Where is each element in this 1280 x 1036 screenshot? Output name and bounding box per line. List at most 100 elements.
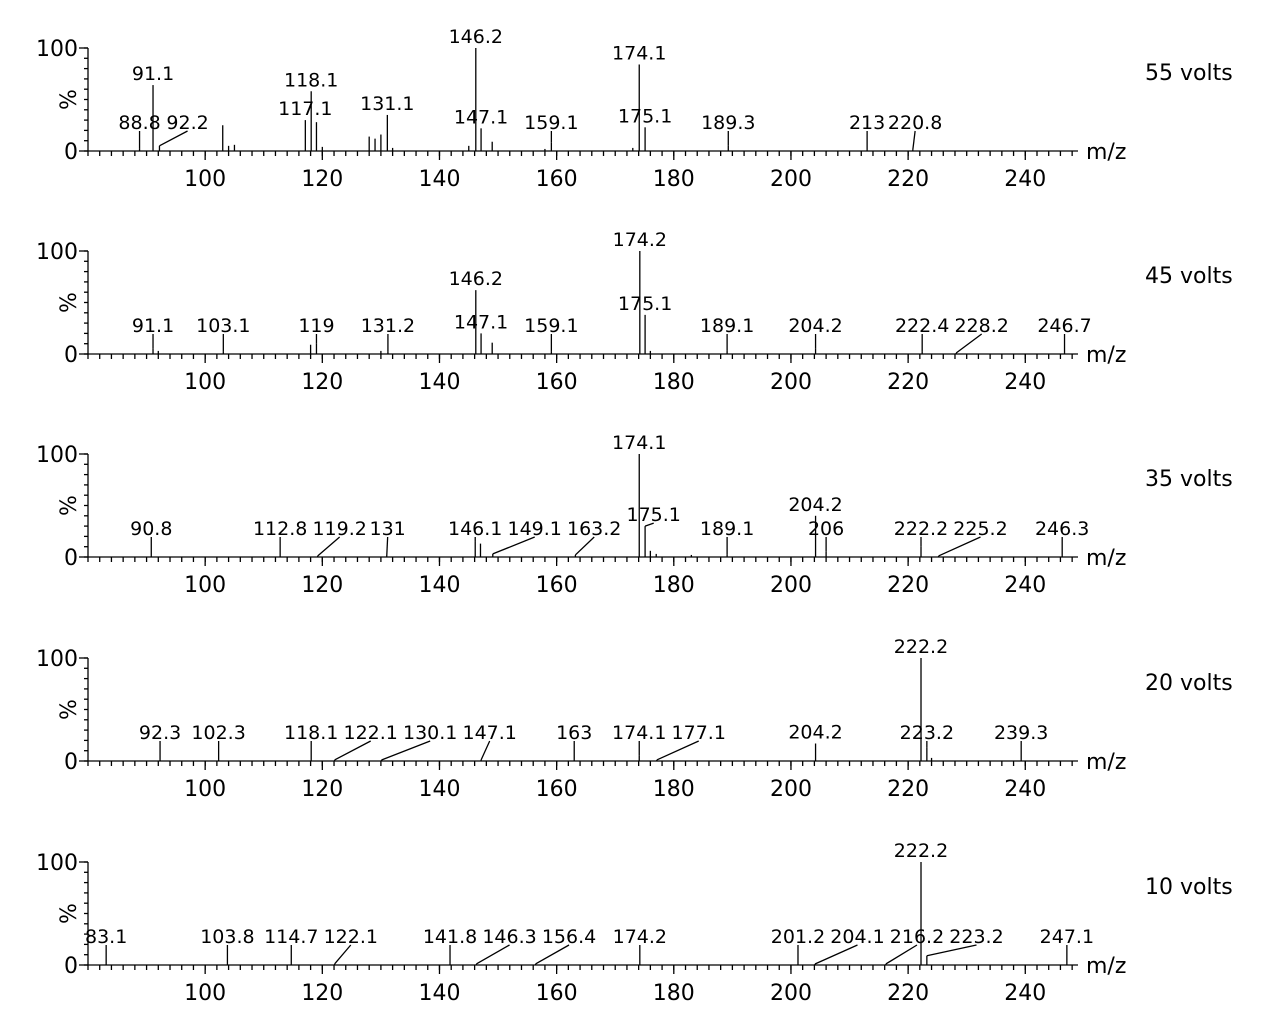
- peak-label: 174.1: [612, 42, 666, 64]
- leader-line: [480, 740, 491, 761]
- peak-label: 201.2: [771, 926, 825, 948]
- leader-line: [938, 536, 981, 557]
- peak-label: 239.3: [994, 722, 1048, 744]
- peak-label: 122.1: [324, 926, 378, 948]
- x-tick-label: 140: [418, 370, 460, 395]
- leader-line: [644, 522, 654, 527]
- x-tick-label: 180: [653, 573, 695, 598]
- y-axis-label: %: [57, 699, 82, 720]
- peak-label: 119: [298, 315, 334, 337]
- x-tick-label: 100: [184, 167, 226, 192]
- x-tick-label: 180: [653, 370, 695, 395]
- y-tick-label: 100: [36, 647, 78, 672]
- x-tick-label: 180: [653, 981, 695, 1006]
- peak-label: 130.1: [403, 722, 457, 744]
- peak-label: 117.1: [278, 98, 332, 120]
- peak-label: 247.1: [1040, 926, 1094, 948]
- x-tick-label: 120: [301, 777, 343, 802]
- x-tick-label: 220: [887, 370, 929, 395]
- peak-label: 90.8: [130, 518, 172, 540]
- peak-label: 131.1: [360, 93, 414, 115]
- y-tick-label: 0: [64, 140, 78, 165]
- peak-label: 220.8: [888, 112, 942, 134]
- peak-label: 204.2: [788, 721, 842, 743]
- leader-line: [334, 944, 352, 965]
- peak-label: 91.1: [132, 63, 174, 85]
- peak-label: 213: [849, 112, 885, 134]
- x-tick-label: 240: [1004, 981, 1046, 1006]
- voltage-label: 20 volts: [1145, 671, 1233, 696]
- peak-label: 119.2: [312, 518, 366, 540]
- x-tick-label: 140: [418, 167, 460, 192]
- peak-label: 146.2: [449, 26, 503, 48]
- voltage-label: 10 volts: [1145, 875, 1233, 900]
- y-tick-label: 0: [64, 750, 78, 775]
- peak-label: 88.8: [118, 112, 160, 134]
- peak-label: 222.4: [895, 315, 949, 337]
- leader-line: [381, 740, 431, 761]
- peak-label: 216.2: [890, 926, 944, 948]
- x-tick-label: 200: [770, 167, 812, 192]
- x-tick-label: 200: [770, 777, 812, 802]
- peak-label: 156.4: [542, 926, 596, 948]
- peak-label: 222.2: [894, 636, 948, 658]
- peak-label: 159.1: [524, 315, 578, 337]
- x-tick-label: 200: [770, 370, 812, 395]
- peak-label: 91.1: [132, 315, 174, 337]
- voltage-label: 35 volts: [1145, 467, 1233, 492]
- peak-label: 189.3: [701, 112, 755, 134]
- x-axis-label: m/z: [1086, 750, 1126, 775]
- x-axis-label: m/z: [1086, 954, 1126, 979]
- peak-label: 103.8: [200, 926, 254, 948]
- peak-label: 163.2: [567, 518, 621, 540]
- peak-label: 174.2: [613, 926, 667, 948]
- x-tick-label: 100: [184, 573, 226, 598]
- peak-label: 159.1: [524, 112, 578, 134]
- x-axis-label: m/z: [1086, 140, 1126, 165]
- y-tick-label: 100: [36, 37, 78, 62]
- x-tick-label: 240: [1004, 573, 1046, 598]
- y-tick-label: 0: [64, 954, 78, 979]
- x-tick-label: 220: [887, 777, 929, 802]
- peak-label: 222.2: [894, 840, 948, 862]
- peak-label: 147.1: [462, 722, 516, 744]
- peak-label: 146.2: [449, 268, 503, 290]
- y-tick-label: 100: [36, 240, 78, 265]
- x-tick-label: 160: [536, 777, 578, 802]
- peak-label: 174.2: [613, 229, 667, 251]
- peak-label: 246.7: [1037, 315, 1091, 337]
- peak-label: 147.1: [454, 106, 508, 128]
- leader-line: [159, 130, 188, 147]
- x-tick-label: 220: [887, 573, 929, 598]
- y-axis-label: %: [57, 89, 82, 110]
- voltage-label: 55 volts: [1145, 61, 1233, 86]
- peak-label: 246.3: [1035, 518, 1089, 540]
- peak-label: 223.2: [949, 926, 1003, 948]
- leader-line: [955, 333, 983, 354]
- peak-label: 114.7: [264, 926, 318, 948]
- peak-label: 225.2: [953, 518, 1007, 540]
- peak-label: 92.3: [139, 722, 181, 744]
- x-tick-label: 120: [301, 370, 343, 395]
- peak-label: 112.8: [253, 518, 307, 540]
- x-tick-label: 140: [418, 573, 460, 598]
- peak-label: 175.1: [618, 293, 672, 315]
- peak-label: 83.1: [85, 926, 127, 948]
- leader-line: [926, 944, 977, 957]
- peak-label: 103.1: [196, 315, 250, 337]
- y-tick-label: 100: [36, 851, 78, 876]
- peak-label: 122.1: [343, 722, 397, 744]
- peak-label: 189.1: [700, 518, 754, 540]
- x-tick-label: 160: [536, 573, 578, 598]
- x-tick-label: 240: [1004, 370, 1046, 395]
- peak-label: 177.1: [672, 722, 726, 744]
- peak-label: 102.3: [191, 722, 245, 744]
- x-tick-label: 220: [887, 167, 929, 192]
- peak-label: 141.8: [423, 926, 477, 948]
- peak-label: 92.2: [166, 112, 208, 134]
- peak-label: 222.2: [894, 518, 948, 540]
- x-tick-label: 120: [301, 981, 343, 1006]
- peak-label: 189.1: [700, 315, 754, 337]
- x-tick-label: 100: [184, 981, 226, 1006]
